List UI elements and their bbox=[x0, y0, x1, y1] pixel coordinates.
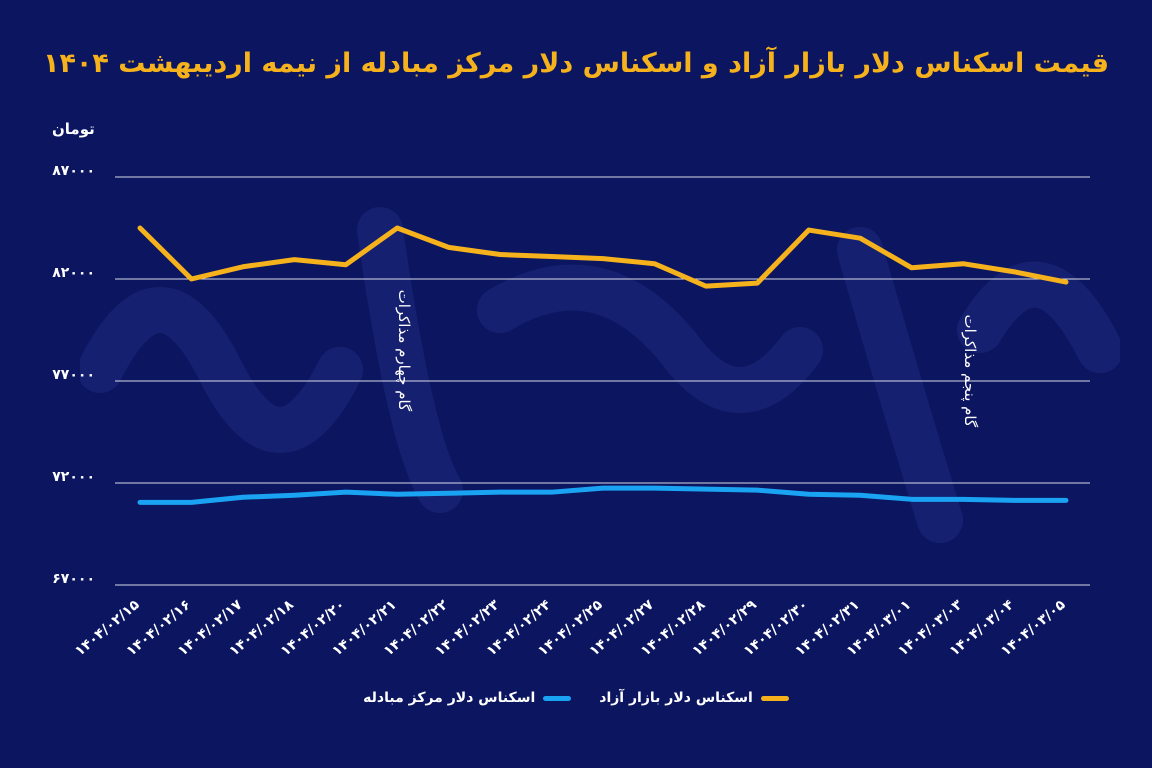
data-point bbox=[292, 493, 297, 498]
data-point bbox=[138, 500, 142, 505]
data-point bbox=[549, 490, 554, 495]
data-point bbox=[395, 226, 400, 230]
legend-item-exchange-center: اسکناس دلار مرکز مبادله bbox=[363, 690, 572, 706]
data-point bbox=[1064, 280, 1068, 285]
data-point bbox=[343, 490, 348, 495]
data-point bbox=[292, 257, 297, 262]
chart-title: قیمت اسکناس دلار بازار آزاد و اسکناس دلا… bbox=[42, 48, 1110, 79]
annotation-label: گام پنجم مذاکرات bbox=[960, 314, 979, 428]
legend: اسکناس دلار بازار آزاد اسکناس دلار مرکز … bbox=[0, 690, 1152, 706]
data-point bbox=[961, 497, 966, 502]
data-point bbox=[652, 486, 657, 491]
y-tick-label: ۷۷۰۰۰ bbox=[52, 367, 95, 383]
data-point bbox=[703, 487, 708, 492]
y-tick-label: ۸۷۰۰۰ bbox=[52, 163, 95, 179]
legend-swatch-free-market bbox=[760, 695, 789, 701]
legend-label-free-market: اسکناس دلار بازار آزاد bbox=[599, 690, 753, 706]
data-point bbox=[240, 264, 245, 269]
data-point bbox=[755, 281, 760, 286]
data-point bbox=[498, 252, 503, 257]
data-point bbox=[755, 488, 760, 493]
data-point bbox=[240, 495, 245, 500]
data-point bbox=[601, 256, 605, 261]
data-point bbox=[652, 261, 657, 266]
series-line bbox=[137, 485, 1069, 505]
y-axis-label: تومان bbox=[52, 120, 95, 138]
data-point bbox=[1012, 498, 1017, 503]
data-point bbox=[806, 492, 811, 497]
data-point bbox=[446, 491, 451, 496]
data-point bbox=[601, 486, 605, 491]
y-tick-label: ۸۲۰۰۰ bbox=[52, 265, 95, 281]
y-tick-label: ۷۲۰۰۰ bbox=[52, 469, 95, 485]
data-point bbox=[961, 261, 966, 266]
data-point bbox=[858, 236, 863, 241]
data-point bbox=[549, 254, 554, 259]
data-point bbox=[446, 245, 451, 250]
data-point bbox=[909, 265, 914, 270]
data-point bbox=[138, 226, 142, 230]
data-point bbox=[858, 493, 863, 498]
data-point bbox=[189, 277, 194, 281]
data-point bbox=[1064, 498, 1068, 503]
data-point bbox=[1012, 269, 1017, 274]
legend-item-free-market: اسکناس دلار بازار آزاد bbox=[599, 690, 789, 706]
y-tick-label: ۶۷۰۰۰ bbox=[52, 571, 95, 587]
legend-label-exchange-center: اسکناس دلار مرکز مبادله bbox=[363, 690, 536, 706]
data-point bbox=[343, 262, 348, 267]
data-point bbox=[395, 492, 400, 497]
legend-swatch-exchange-center bbox=[543, 695, 572, 701]
data-point bbox=[909, 497, 914, 502]
data-point bbox=[806, 228, 811, 233]
data-point bbox=[703, 284, 708, 289]
annotation-label: گام چهارم مذاکرات bbox=[395, 290, 413, 412]
data-point bbox=[189, 500, 194, 505]
data-point bbox=[498, 490, 503, 495]
